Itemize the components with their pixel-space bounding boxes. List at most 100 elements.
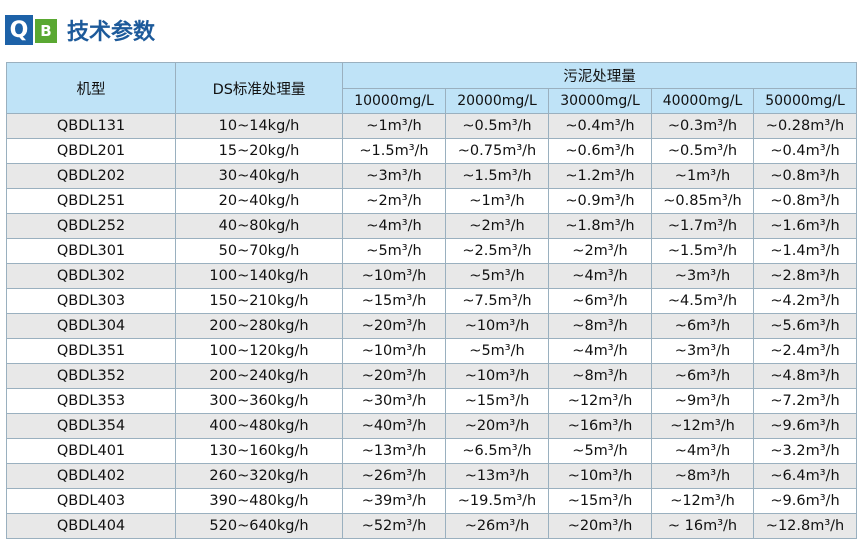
ds-capacity-cell: 260~320kg/h xyxy=(175,463,343,489)
model-cell: QBDL351 xyxy=(6,338,176,364)
model-cell: QBDL302 xyxy=(6,263,176,289)
model-cell: QBDL354 xyxy=(6,413,176,439)
model-cell: QBDL251 xyxy=(6,188,176,214)
sludge-capacity-cell: ~4m³/h xyxy=(342,213,446,239)
sludge-capacity-cell: ~3.2m³/h xyxy=(752,438,858,464)
model-cell: QBDL252 xyxy=(6,213,176,239)
sludge-capacity-cell: ~1m³/h xyxy=(445,188,549,214)
sludge-capacity-cell: ~0.4m³/h xyxy=(548,113,652,139)
sludge-capacity-cell: ~12m³/h xyxy=(548,388,652,414)
sludge-capacity-cell: ~8m³/h xyxy=(548,313,652,339)
sludge-capacity-cell: ~6.4m³/h xyxy=(752,463,858,489)
sludge-capacity-cell: ~5m³/h xyxy=(342,238,446,264)
sludge-capacity-cell: ~1.8m³/h xyxy=(548,213,652,239)
sludge-capacity-cell: ~0.8m³/h xyxy=(752,163,858,189)
ds-capacity-cell: 10~14kg/h xyxy=(175,113,343,139)
ds-capacity-cell: 40~80kg/h xyxy=(175,213,343,239)
model-cell: QBDL131 xyxy=(6,113,176,139)
model-cell: QBDL353 xyxy=(6,388,176,414)
table-row: QBDL353 300~360kg/h ~30m³/h ~15m³/h ~12m³/h ~… xyxy=(6,388,858,414)
sludge-capacity-cell: ~30m³/h xyxy=(342,388,446,414)
model-cell: QBDL301 xyxy=(6,238,176,264)
sludge-capacity-cell: ~3m³/h xyxy=(651,263,754,289)
header-ds-capacity: DS标准处理量 xyxy=(175,62,343,114)
sludge-capacity-cell: ~26m³/h xyxy=(342,463,446,489)
sludge-capacity-cell: ~9m³/h xyxy=(651,388,754,414)
sludge-capacity-cell: ~13m³/h xyxy=(445,463,549,489)
model-cell: QBDL402 xyxy=(6,463,176,489)
sludge-capacity-cell: ~1m³/h xyxy=(651,163,754,189)
sludge-capacity-cell: ~9.6m³/h xyxy=(752,413,858,439)
table-row: QBDL252 40~80kg/h ~4m³/h ~2m³/h ~1.8m³/h ~1.7… xyxy=(6,213,858,239)
sludge-capacity-cell: ~0.5m³/h xyxy=(445,113,549,139)
sludge-capacity-cell: ~10m³/h xyxy=(548,463,652,489)
table-row: QBDL404 520~640kg/h ~52m³/h ~26m³/h ~20m³/h ~… xyxy=(6,513,858,539)
sludge-capacity-cell: ~1.4m³/h xyxy=(752,238,858,264)
logo-b: B xyxy=(35,19,57,43)
sludge-capacity-cell: ~6m³/h xyxy=(651,313,754,339)
header-concentration: 30000mg/L xyxy=(548,88,652,114)
sludge-capacity-cell: ~1.5m³/h xyxy=(651,238,754,264)
sludge-capacity-cell: ~15m³/h xyxy=(548,488,652,514)
sludge-capacity-cell: ~1.5m³/h xyxy=(445,163,549,189)
sludge-capacity-cell: ~2.5m³/h xyxy=(445,238,549,264)
sludge-capacity-cell: ~0.6m³/h xyxy=(548,138,652,164)
model-cell: QBDL403 xyxy=(6,488,176,514)
sludge-capacity-cell: ~15m³/h xyxy=(342,288,446,314)
sludge-capacity-cell: ~5m³/h xyxy=(445,338,549,364)
sludge-capacity-cell: ~1.5m³/h xyxy=(342,138,446,164)
table-row: QBDL202 30~40kg/h ~3m³/h ~1.5m³/h ~1.2m³/h ~1… xyxy=(6,163,858,189)
header-sludge-capacity: 污泥处理量 xyxy=(341,62,858,89)
sludge-capacity-cell: ~5m³/h xyxy=(445,263,549,289)
model-cell: QBDL304 xyxy=(6,313,176,339)
table-row: QBDL131 10~14kg/h ~1m³/h ~0.5m³/h ~0.4m³/h ~0… xyxy=(6,113,858,139)
ds-capacity-cell: 100~120kg/h xyxy=(175,338,343,364)
sludge-capacity-cell: ~4.2m³/h xyxy=(752,288,858,314)
model-cell: QBDL201 xyxy=(6,138,176,164)
sludge-capacity-cell: ~10m³/h xyxy=(445,363,549,389)
spec-table: 机型 DS标准处理量 污泥处理量 10000mg/L 20000mg/L 30000… xyxy=(6,62,858,539)
section-header: Q B 技术参数 xyxy=(5,14,155,46)
model-cell: QBDL404 xyxy=(6,513,176,539)
model-cell: QBDL352 xyxy=(6,363,176,389)
sludge-capacity-cell: ~1.7m³/h xyxy=(651,213,754,239)
sludge-capacity-cell: ~20m³/h xyxy=(445,413,549,439)
sludge-capacity-cell: ~6.5m³/h xyxy=(445,438,549,464)
sludge-capacity-cell: ~2m³/h xyxy=(548,238,652,264)
sludge-capacity-cell: ~7.2m³/h xyxy=(752,388,858,414)
sludge-capacity-cell: ~5m³/h xyxy=(548,438,652,464)
sludge-capacity-cell: ~3m³/h xyxy=(651,338,754,364)
header-concentration: 40000mg/L xyxy=(651,88,754,114)
sludge-capacity-cell: ~0.8m³/h xyxy=(752,188,858,214)
model-cell: QBDL303 xyxy=(6,288,176,314)
sludge-capacity-cell: ~4m³/h xyxy=(548,338,652,364)
header-model: 机型 xyxy=(6,62,176,114)
table-row: QBDL304 200~280kg/h ~20m³/h ~10m³/h ~8m³/h ~6… xyxy=(6,313,858,339)
table-row: QBDL201 15~20kg/h ~1.5m³/h ~0.75m³/h ~0.6m³/… xyxy=(6,138,858,164)
sludge-capacity-cell: ~26m³/h xyxy=(445,513,549,539)
table-row: QBDL302 100~140kg/h ~10m³/h ~5m³/h ~4m³/h ~3m… xyxy=(6,263,858,289)
sludge-capacity-cell: ~19.5m³/h xyxy=(445,488,549,514)
sludge-capacity-cell: ~40m³/h xyxy=(342,413,446,439)
sludge-capacity-cell: ~7.5m³/h xyxy=(445,288,549,314)
model-cell: QBDL401 xyxy=(6,438,176,464)
sludge-capacity-cell: ~0.3m³/h xyxy=(651,113,754,139)
sludge-capacity-cell: ~1.6m³/h xyxy=(752,213,858,239)
sludge-capacity-cell: ~0.75m³/h xyxy=(445,138,549,164)
ds-capacity-cell: 15~20kg/h xyxy=(175,138,343,164)
sludge-capacity-cell: ~12m³/h xyxy=(651,488,754,514)
ds-capacity-cell: 50~70kg/h xyxy=(175,238,343,264)
section-title: 技术参数 xyxy=(67,20,156,45)
sludge-capacity-cell: ~10m³/h xyxy=(342,263,446,289)
sludge-capacity-cell: ~4.8m³/h xyxy=(752,363,858,389)
sludge-capacity-cell: ~2m³/h xyxy=(445,213,549,239)
table-row: QBDL301 50~70kg/h ~5m³/h ~2.5m³/h ~2m³/h ~1.5… xyxy=(6,238,858,264)
sludge-capacity-cell: ~20m³/h xyxy=(548,513,652,539)
sludge-capacity-cell: ~5.6m³/h xyxy=(752,313,858,339)
table-row: QBDL303 150~210kg/h ~15m³/h ~7.5m³/h ~6m³/h ~… xyxy=(6,288,858,314)
ds-capacity-cell: 400~480kg/h xyxy=(175,413,343,439)
sludge-capacity-cell: ~0.28m³/h xyxy=(752,113,858,139)
ds-capacity-cell: 150~210kg/h xyxy=(175,288,343,314)
sludge-capacity-cell: ~13m³/h xyxy=(342,438,446,464)
sludge-capacity-cell: ~20m³/h xyxy=(342,363,446,389)
